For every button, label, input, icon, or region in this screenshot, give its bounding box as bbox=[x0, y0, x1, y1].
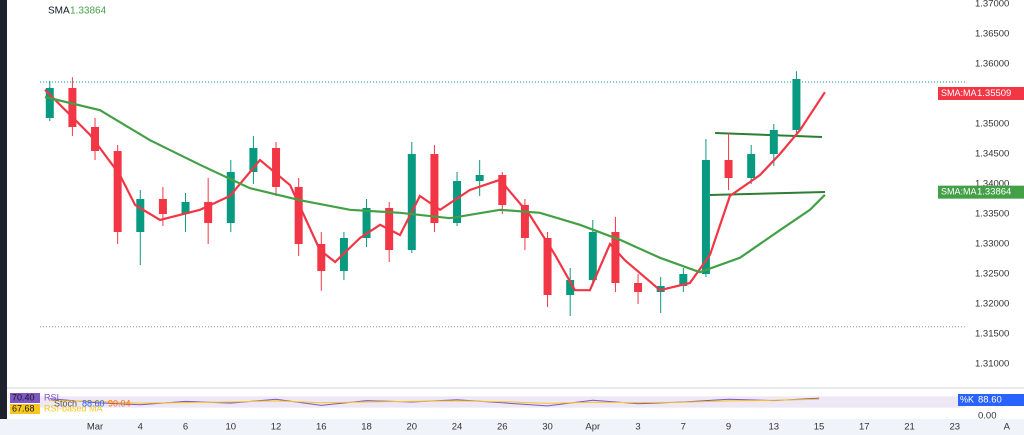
candle-body bbox=[430, 154, 439, 223]
legend-chip bbox=[10, 393, 40, 403]
x-tick-label: 13 bbox=[769, 422, 780, 433]
candle-body bbox=[543, 238, 552, 295]
badge-name: SMA:MA bbox=[941, 88, 977, 98]
x-tick-label: 4 bbox=[138, 422, 143, 433]
candle-body bbox=[272, 148, 281, 187]
k-label: %K bbox=[960, 394, 974, 404]
legend-chip bbox=[10, 404, 40, 414]
stoch-label: Stoch bbox=[54, 398, 77, 408]
legend-value: 67.68 bbox=[12, 403, 35, 413]
candle-body bbox=[113, 151, 122, 232]
y-tick-label: 1.37000 bbox=[975, 0, 1009, 10]
x-tick-label: 10 bbox=[225, 422, 236, 433]
x-tick-label: 24 bbox=[452, 422, 463, 433]
legend-value: 1.33864 bbox=[70, 6, 107, 17]
legend-label: SMA bbox=[48, 6, 70, 17]
y-tick-label: 1.33500 bbox=[975, 209, 1009, 220]
candle-body bbox=[136, 199, 145, 232]
candle-body bbox=[475, 175, 484, 181]
y-tick-label: 1.34000 bbox=[975, 179, 1009, 190]
badge-name: SMA:MA bbox=[941, 187, 977, 197]
trend-line bbox=[714, 132, 823, 138]
price-badge bbox=[938, 86, 1024, 100]
x-tick-label: 16 bbox=[316, 422, 327, 433]
time-axis-strip bbox=[0, 419, 1024, 435]
indicator-line bbox=[49, 398, 820, 404]
candle-body bbox=[91, 127, 100, 151]
x-tick-label: 17 bbox=[859, 422, 870, 433]
x-tick-label: 15 bbox=[814, 422, 825, 433]
candle-body bbox=[701, 160, 710, 274]
candle-body bbox=[679, 274, 688, 286]
candle-body bbox=[453, 181, 462, 223]
y-tick-label: 1.36500 bbox=[975, 29, 1009, 40]
candle-body bbox=[68, 88, 77, 127]
k-badge bbox=[958, 394, 1024, 406]
x-tick-label: 12 bbox=[271, 422, 282, 433]
x-tick-label: 6 bbox=[183, 422, 188, 433]
candle-body bbox=[181, 202, 190, 214]
badge-value: 1.33864 bbox=[977, 187, 1011, 198]
candle-body bbox=[566, 280, 575, 295]
x-tick-label: Mar bbox=[87, 422, 103, 433]
y-tick-label: 1.36000 bbox=[975, 59, 1009, 70]
candle-body bbox=[634, 283, 643, 292]
y-tick-label: 1.31500 bbox=[975, 329, 1009, 340]
candle-body bbox=[294, 187, 303, 244]
legend-entry: RSI bbox=[44, 392, 59, 402]
candle-body bbox=[498, 175, 507, 205]
k-value: 88.60 bbox=[978, 395, 1002, 406]
y-tick-label: 1.32000 bbox=[975, 299, 1009, 310]
x-tick-label: 3 bbox=[635, 422, 640, 433]
candle-body bbox=[226, 172, 235, 223]
x-tick-label: Apr bbox=[585, 422, 600, 433]
candle-body bbox=[588, 232, 597, 280]
x-tick-label: 18 bbox=[361, 422, 372, 433]
x-tick-label: 7 bbox=[681, 422, 686, 433]
badge-value: 1.35509 bbox=[977, 88, 1011, 99]
y-tick-label: 1.33000 bbox=[975, 239, 1009, 250]
y-tick-label: 1.35000 bbox=[975, 119, 1009, 130]
candle-body bbox=[769, 130, 778, 154]
x-tick-label: 30 bbox=[542, 422, 553, 433]
candle-body bbox=[611, 232, 620, 283]
candle-body bbox=[45, 88, 54, 118]
trend-line bbox=[709, 191, 826, 196]
indicator-line bbox=[44, 95, 826, 274]
y-tick-label: 1.32500 bbox=[975, 269, 1009, 280]
y-tick-label: 0.00 bbox=[978, 411, 997, 422]
y-tick-label: 1.34500 bbox=[975, 149, 1009, 160]
candle-body bbox=[407, 154, 416, 250]
legend-value: 70.40 bbox=[12, 392, 35, 402]
candle-body bbox=[724, 160, 733, 178]
x-tick-label: 26 bbox=[497, 422, 508, 433]
x-tick-label: 23 bbox=[950, 422, 961, 433]
candle-body bbox=[249, 148, 258, 172]
candle-body bbox=[747, 154, 756, 178]
price-badge bbox=[938, 185, 1024, 199]
candle-body bbox=[204, 202, 213, 223]
x-tick-label: 20 bbox=[407, 422, 418, 433]
left-edge bbox=[0, 0, 7, 435]
x-tick-label: 9 bbox=[726, 422, 731, 433]
candle-body bbox=[792, 79, 801, 130]
candle-body bbox=[317, 244, 326, 271]
candle-body bbox=[158, 199, 167, 214]
indicator-line bbox=[44, 89, 826, 292]
y-tick-label: 1.31000 bbox=[975, 359, 1009, 370]
candle-body bbox=[520, 205, 529, 238]
stoch-d: 90.04 bbox=[108, 398, 131, 408]
x-tick-label: A bbox=[1004, 422, 1011, 433]
legend-entry: RSI-based MA bbox=[44, 403, 103, 413]
stoch-k: 88.60 bbox=[82, 398, 105, 408]
candle-body bbox=[362, 208, 371, 238]
x-tick-label: 21 bbox=[904, 422, 915, 433]
